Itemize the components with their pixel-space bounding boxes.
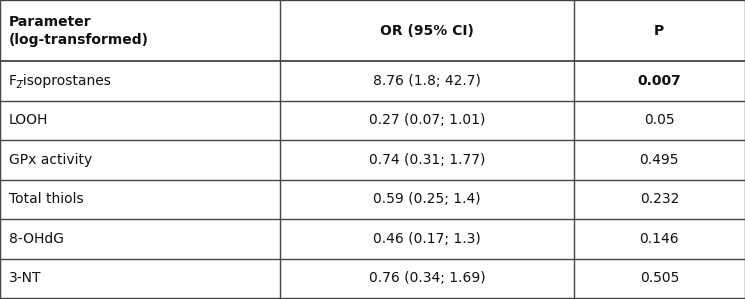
Text: 0.05: 0.05 [644,114,675,127]
Text: 3-NT: 3-NT [9,271,42,285]
Text: 0.495: 0.495 [639,153,679,167]
Text: 8-OHdG: 8-OHdG [9,232,64,246]
Text: 8.76 (1.8; 42.7): 8.76 (1.8; 42.7) [373,74,481,88]
Text: OR (95% CI): OR (95% CI) [380,24,474,38]
Text: 0.76 (0.34; 1.69): 0.76 (0.34; 1.69) [369,271,485,285]
Text: 0.232: 0.232 [640,193,679,206]
Text: 0.146: 0.146 [639,232,679,246]
Text: 0.505: 0.505 [640,271,679,285]
Text: 2: 2 [15,80,22,89]
Text: 0.59 (0.25; 1.4): 0.59 (0.25; 1.4) [373,193,481,206]
Text: GPx activity: GPx activity [9,153,92,167]
Text: 0.27 (0.07; 1.01): 0.27 (0.07; 1.01) [369,114,485,127]
Text: -isoprostanes: -isoprostanes [18,74,111,88]
Text: 0.007: 0.007 [638,74,681,88]
Text: F: F [9,74,17,88]
Text: 0.74 (0.31; 1.77): 0.74 (0.31; 1.77) [369,153,485,167]
Text: LOOH: LOOH [9,114,48,127]
Text: Total thiols: Total thiols [9,193,83,206]
Text: Parameter
(log-transformed): Parameter (log-transformed) [9,15,149,47]
Text: P: P [654,24,665,38]
Text: 0.46 (0.17; 1.3): 0.46 (0.17; 1.3) [373,232,481,246]
